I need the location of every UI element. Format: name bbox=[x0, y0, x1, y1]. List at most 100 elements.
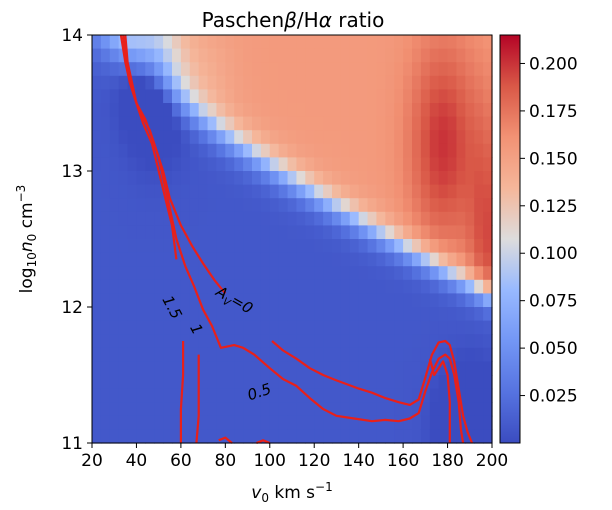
contour-line bbox=[255, 439, 271, 445]
heatmap-cell bbox=[305, 415, 315, 430]
heatmap-cell bbox=[198, 307, 209, 322]
heatmap-cell bbox=[234, 361, 244, 376]
heatmap-cell bbox=[332, 361, 342, 376]
heatmap-cell bbox=[127, 116, 138, 131]
heatmap-cell bbox=[243, 415, 253, 430]
heatmap-cell bbox=[100, 375, 111, 390]
heatmap-cell bbox=[349, 293, 360, 308]
heatmap-cell bbox=[314, 48, 324, 63]
heatmap-cell bbox=[127, 89, 138, 104]
heatmap-cell bbox=[358, 429, 369, 444]
heatmap-cell bbox=[269, 266, 280, 281]
heatmap-cell bbox=[198, 184, 209, 199]
heatmap-cell bbox=[412, 103, 422, 118]
heatmap-cell bbox=[118, 320, 129, 335]
heatmap-cell bbox=[385, 198, 395, 213]
heatmap-cell bbox=[216, 62, 226, 77]
heatmap-cell bbox=[145, 307, 155, 322]
heatmap-cell bbox=[465, 198, 475, 213]
heatmap-cell bbox=[136, 116, 146, 131]
heatmap-cell bbox=[136, 211, 146, 226]
heatmap-cell bbox=[278, 252, 289, 267]
heatmap-cell bbox=[163, 334, 173, 349]
heatmap-cell bbox=[92, 320, 102, 335]
heatmap-cell bbox=[234, 239, 244, 254]
heatmap-cell bbox=[189, 211, 200, 226]
heatmap-cell bbox=[385, 320, 395, 335]
heatmap-cell bbox=[412, 198, 422, 213]
heatmap-cell bbox=[189, 89, 200, 104]
heatmap-cell bbox=[278, 225, 289, 240]
heatmap-cell bbox=[403, 198, 413, 213]
heatmap-cell bbox=[216, 116, 226, 131]
heatmap-cell bbox=[429, 415, 440, 430]
heatmap-cell bbox=[340, 361, 351, 376]
heatmap-cell bbox=[394, 211, 404, 226]
heatmap-cell bbox=[243, 279, 253, 294]
heatmap-cell bbox=[252, 184, 262, 199]
heatmap-cell bbox=[429, 375, 440, 390]
heatmap-cell bbox=[323, 157, 333, 172]
heatmap-cell bbox=[305, 320, 315, 335]
heatmap-cell bbox=[349, 402, 360, 417]
heatmap-cell bbox=[287, 279, 298, 294]
heatmap-cell bbox=[278, 130, 289, 145]
heatmap-cell bbox=[420, 402, 431, 417]
heatmap-cell bbox=[412, 130, 422, 145]
heatmap-cell bbox=[349, 89, 360, 104]
heatmap-cell bbox=[429, 252, 440, 267]
heatmap-cell bbox=[412, 211, 422, 226]
heatmap-cell bbox=[465, 103, 475, 118]
heatmap-cell bbox=[340, 279, 351, 294]
heatmap-cell bbox=[269, 35, 280, 50]
heatmap-cell bbox=[376, 184, 386, 199]
heatmap-cell bbox=[412, 184, 422, 199]
heatmap-cell bbox=[349, 347, 360, 362]
heatmap-cell bbox=[118, 198, 129, 213]
heatmap-cell bbox=[100, 239, 111, 254]
heatmap-cell bbox=[136, 157, 146, 172]
heatmap-cell bbox=[447, 35, 458, 50]
heatmap-cell bbox=[163, 293, 173, 308]
heatmap-cell bbox=[154, 198, 164, 213]
heatmap-cell bbox=[180, 239, 191, 254]
heatmap-cell bbox=[198, 252, 209, 267]
heatmap-cell bbox=[225, 334, 235, 349]
heatmap-cell bbox=[180, 103, 191, 118]
heatmap-cell bbox=[234, 211, 244, 226]
heatmap-cell bbox=[163, 171, 173, 186]
heatmap-cell bbox=[100, 89, 111, 104]
heatmap-cell bbox=[323, 116, 333, 131]
heatmap-cell bbox=[243, 75, 253, 90]
heatmap-cell bbox=[287, 157, 298, 172]
heatmap-cell bbox=[100, 184, 111, 199]
x-tick-label: 60 bbox=[170, 451, 192, 471]
heatmap-cell bbox=[216, 239, 226, 254]
heatmap-cell bbox=[118, 157, 129, 172]
heatmap-cell bbox=[403, 320, 413, 335]
heatmap-cell bbox=[412, 35, 422, 50]
heatmap-cell bbox=[394, 103, 404, 118]
heatmap-cell bbox=[172, 293, 182, 308]
heatmap-cell bbox=[243, 375, 253, 390]
heatmap-cell bbox=[287, 402, 298, 417]
heatmap-cell bbox=[207, 225, 218, 240]
heatmap-cell bbox=[225, 211, 235, 226]
heatmap-cell bbox=[412, 429, 422, 444]
heatmap-cell bbox=[349, 375, 360, 390]
heatmap-cell bbox=[145, 266, 155, 281]
heatmap-cell bbox=[323, 171, 333, 186]
heatmap-cell bbox=[447, 130, 458, 145]
heatmap-cell bbox=[243, 48, 253, 63]
heatmap-cell bbox=[314, 388, 324, 403]
heatmap-cell bbox=[92, 347, 102, 362]
heatmap-cell bbox=[332, 211, 342, 226]
heatmap-cell bbox=[376, 347, 386, 362]
heatmap-cell bbox=[376, 35, 386, 50]
heatmap-cell bbox=[154, 347, 164, 362]
heatmap-cell bbox=[189, 143, 200, 158]
heatmap-cell bbox=[145, 334, 155, 349]
heatmap-cell bbox=[127, 211, 138, 226]
x-axis-label: v0 km s−1 bbox=[251, 480, 332, 505]
heatmap-cell bbox=[278, 334, 289, 349]
